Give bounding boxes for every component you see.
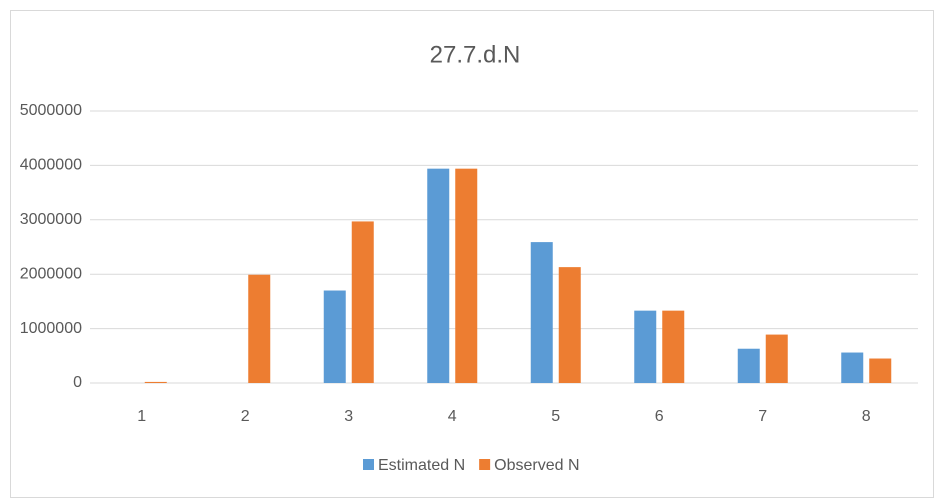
bar <box>144 381 167 383</box>
x-tick-label: 5 <box>551 408 560 425</box>
legend-swatch <box>479 459 491 470</box>
legend-label: Estimated N <box>378 457 465 474</box>
y-tick-label: 0 <box>73 374 82 391</box>
y-tick-label: 5000000 <box>20 102 82 119</box>
legend-swatch <box>363 459 374 470</box>
bar <box>841 352 864 383</box>
bar <box>634 310 657 383</box>
x-tick-label: 2 <box>241 408 250 425</box>
bar <box>558 267 581 383</box>
legend-label: Observed N <box>494 457 579 474</box>
bar <box>530 242 553 383</box>
x-tick-label: 7 <box>758 408 767 425</box>
bar <box>427 168 450 383</box>
y-tick-label: 1000000 <box>20 320 82 337</box>
x-tick-label: 1 <box>137 408 146 425</box>
bar <box>248 274 271 383</box>
x-tick-label: 4 <box>448 408 457 425</box>
bar <box>351 221 374 383</box>
bar <box>662 310 685 383</box>
x-tick-label: 6 <box>655 408 664 425</box>
bar <box>765 334 788 383</box>
y-tick-label: 4000000 <box>20 157 82 174</box>
y-tick-label: 3000000 <box>20 211 82 228</box>
chart-title: 27.7.d.N <box>430 41 521 68</box>
y-tick-label: 2000000 <box>20 265 82 282</box>
bar <box>323 290 346 383</box>
x-tick-label: 3 <box>344 408 353 425</box>
bar <box>869 358 892 383</box>
x-tick-label: 8 <box>862 408 871 425</box>
bar <box>455 168 478 383</box>
bar <box>737 348 760 383</box>
